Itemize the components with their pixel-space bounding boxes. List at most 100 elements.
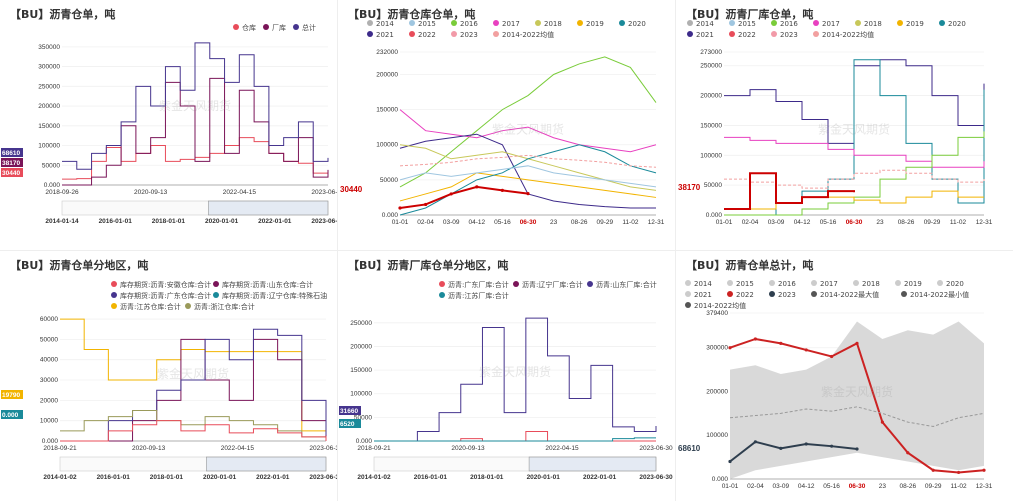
navigator-tick-label: 2022-01-01: [583, 474, 617, 481]
legend-label: 2021: [696, 31, 714, 39]
chart-title: 【BU】沥青厂库仓单分地区，吨: [348, 259, 509, 272]
data-point: [880, 420, 884, 424]
x-tick-label: 2020-09-13: [132, 445, 166, 452]
x-tick-label: 2022-04-15: [545, 445, 579, 452]
legend-label: 2020: [948, 20, 966, 28]
navigator-tick-label: 2016-01-01: [97, 474, 131, 481]
data-point: [398, 206, 402, 210]
chart-panel-warehouse-by-region: 【BU】沥青仓单分地区，吨 库存期货:沥青:安徽仓库:合计 库存期货:沥青:山东仓…: [0, 251, 338, 501]
legend-label: 2020: [628, 20, 646, 28]
legend-label: 2017: [822, 20, 840, 28]
navigator-tick-label: 2022-01-01: [258, 218, 292, 225]
legend-marker: [901, 291, 907, 297]
x-tick-label: 03-09: [443, 219, 460, 226]
series-line: [399, 56, 657, 188]
x-tick-label: 08-26: [898, 219, 915, 226]
x-tick-label: 2023-06-30: [311, 189, 338, 196]
y-tick-label: 50000: [42, 162, 60, 169]
legend-label: 仓库: [242, 23, 256, 32]
last-value-label: 19790: [2, 392, 20, 399]
legend-label: 2014: [694, 280, 712, 288]
data-point: [779, 341, 783, 345]
y-tick-label: 273000: [700, 49, 722, 56]
legend-label: 2018: [544, 20, 562, 28]
legend-marker: [493, 31, 499, 37]
legend-marker: [727, 291, 733, 297]
y-tick-label: 0.000: [42, 438, 59, 445]
x-tick-label: 03-09: [772, 483, 789, 490]
legend-marker: [111, 292, 117, 298]
data-point: [830, 354, 834, 359]
watermark: 紫金天风期货: [479, 364, 551, 379]
y-tick-label: 100000: [700, 152, 722, 159]
data-point: [982, 468, 986, 472]
last-value-badge: [1, 390, 23, 399]
legend-label: 库存期货:沥青:山东仓库:合计: [222, 280, 313, 289]
navigator-tick-label: 2018-01-01: [152, 218, 186, 225]
series-line: [62, 77, 329, 186]
x-tick-label: 2018-09-21: [43, 445, 77, 452]
y-tick-label: 0.000: [44, 182, 61, 189]
y-tick-label: 232000: [376, 49, 398, 56]
data-point: [526, 192, 530, 196]
x-tick-label: 2020-09-13: [451, 445, 485, 452]
navigator-tick-label: 2023-06-30: [311, 218, 338, 225]
x-tick-label: 12-31: [648, 219, 665, 226]
y-tick-label: 0.000: [382, 212, 399, 219]
legend-label: 2017: [820, 280, 838, 288]
x-tick-label: 2022-04-15: [221, 445, 255, 452]
x-tick-label: 2023-06-30: [309, 445, 338, 452]
legend-marker: [897, 20, 903, 26]
y-tick-label: 379400: [706, 310, 728, 317]
legend-marker: [409, 31, 415, 37]
series-line: [60, 420, 327, 442]
y-tick-label: 300000: [706, 345, 728, 352]
chart-title: 【BU】沥青仓库仓单，吨: [348, 8, 476, 21]
series-line: [729, 440, 858, 463]
y-tick-label: 250000: [38, 83, 60, 90]
legend-marker: [493, 20, 499, 26]
y-tick-label: 100000: [38, 143, 60, 150]
y-tick-label: 200000: [350, 343, 372, 350]
legend-marker: [451, 31, 457, 37]
series-line: [399, 154, 657, 168]
legend-label: 2016: [778, 280, 796, 288]
legend-label: 沥青:江苏厂库:合计: [448, 291, 509, 300]
last-value-label: 30440: [2, 170, 20, 177]
legend-marker: [185, 303, 191, 309]
legend-label: 2022: [418, 31, 436, 39]
x-tick-label: 2022-04-15: [223, 189, 257, 196]
chart-svg: 2014 2015 2016 2017 2018 2019 2020 2021 2022 2023…: [678, 20, 993, 226]
x-tick-label: 03-09: [768, 219, 785, 226]
range-band: [730, 321, 984, 479]
navigator-tick-label: 2018-01-01: [150, 474, 184, 481]
data-point: [424, 202, 428, 207]
legend-label: 2014-2022最小值: [910, 290, 969, 299]
series-line: [60, 338, 327, 442]
x-tick-label: 02-04: [747, 483, 764, 490]
legend-marker: [535, 20, 541, 26]
y-tick-label: 50000: [40, 336, 58, 343]
data-point: [957, 470, 961, 475]
y-tick-label: 50000: [380, 177, 398, 184]
watermark: 紫金天风期货: [157, 366, 229, 381]
last-value-label: 68610: [678, 444, 701, 453]
navigator-selection: [206, 456, 327, 472]
watermark: 紫金天风期货: [159, 98, 231, 113]
chart-title: 【BU】沥青仓单，吨: [10, 8, 116, 21]
legend-label: 沥青:广东厂库:合计: [448, 280, 509, 289]
legend-label: 沥青:江苏仓库:合计: [120, 302, 181, 311]
last-value-badge: [339, 419, 361, 428]
navigator-tick-label: 2023-06-30: [309, 474, 338, 481]
legend-marker: [729, 20, 735, 26]
chart-svg: 库存期货:沥青:安徽仓库:合计 库存期货:沥青:山东仓库:合计库存期货:沥青:广东…: [1, 280, 338, 481]
legend-marker: [729, 31, 735, 37]
legend-marker: [811, 291, 817, 297]
legend-marker: [439, 292, 445, 298]
navigator-tick-label: 2020-01-01: [527, 474, 561, 481]
x-tick-label: 2023-06-30: [639, 445, 673, 452]
legend-marker: [577, 20, 583, 26]
y-tick-label: 250000: [700, 63, 722, 70]
legend-marker: [813, 20, 819, 26]
x-tick-label: 2020-09-13: [134, 189, 168, 196]
